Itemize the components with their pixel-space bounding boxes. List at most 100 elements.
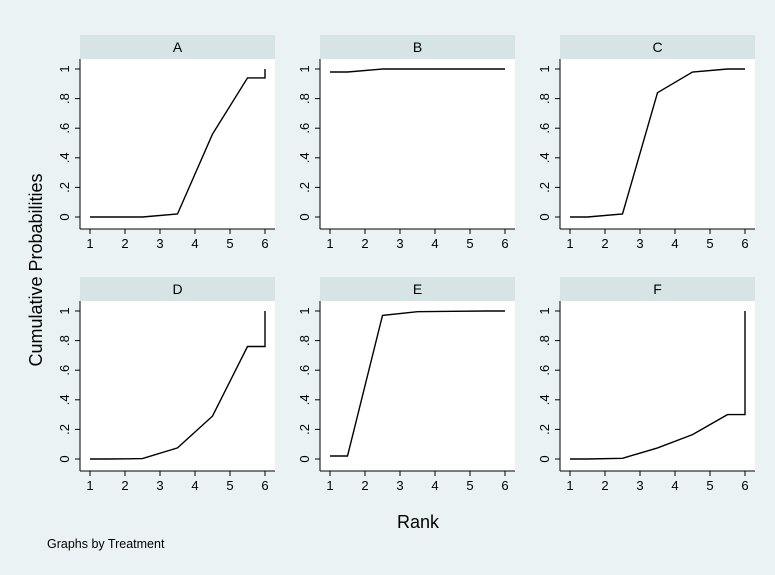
plot-area [80,301,275,471]
x-tick-label: 1 [326,236,333,251]
x-tick-label: 5 [706,478,713,493]
y-tick-label: 1 [297,307,312,314]
x-tick-label: 4 [671,478,678,493]
y-tick-label: 1 [297,65,312,72]
y-tick-label: .4 [57,394,72,405]
y-tick-label: .6 [537,365,552,376]
graphs-by-note: Graphs by Treatment [47,537,165,551]
x-tick-label: 1 [86,236,93,251]
x-tick-label: 2 [361,236,368,251]
panel-e: E 0 .2 .4 .6 .8 1 1 2 3 4 5 6 [297,277,515,493]
plot-area [320,301,515,471]
x-tick-label: 4 [191,236,198,251]
panel-header [80,35,275,59]
panel-f: F 0 .2 .4 .6 .8 1 1 2 3 4 5 6 [537,277,755,493]
y-tick-label: .8 [297,335,312,346]
x-tick-label: 5 [226,478,233,493]
x-tick-label: 4 [431,236,438,251]
x-tick-label: 6 [261,236,268,251]
panel-header [560,35,755,59]
y-tick-label: 1 [537,307,552,314]
y-tick-label: 1 [57,307,72,314]
y-tick-label: .4 [537,394,552,405]
x-tick-label: 5 [706,236,713,251]
series-line-f [570,311,746,460]
y-tick-label: .2 [57,182,72,193]
panel-header [80,277,275,301]
panel-header [320,277,515,301]
x-tick-label: 3 [396,236,403,251]
x-tick-label: 6 [741,478,748,493]
panel-title: F [653,281,662,297]
x-tick-label: 6 [261,478,268,493]
x-tick-label: 1 [86,478,93,493]
x-tick-label: 4 [671,236,678,251]
y-tick-label: .2 [57,424,72,435]
y-tick-label: .2 [537,182,552,193]
panel-title: C [652,39,662,55]
y-tick-label: 0 [297,455,312,462]
y-tick-label: .4 [297,152,312,163]
panel-title: A [173,39,183,55]
x-tick-label: 4 [431,478,438,493]
series-line-e [330,310,505,457]
y-tick-label: .2 [297,182,312,193]
x-tick-label: 2 [121,478,128,493]
x-tick-label: 3 [636,236,643,251]
y-tick-label: .6 [57,123,72,134]
panel-b: B 0 .2 .4 .6 .8 1 1 2 3 4 5 6 [297,35,515,251]
panel-c: C 0 .2 .4 .6 .8 1 1 2 3 4 5 6 [537,35,755,251]
x-tick-label: 3 [156,478,163,493]
series-line-a [90,69,266,218]
x-tick-label: 6 [501,478,508,493]
y-tick-label: .6 [57,365,72,376]
x-tick-label: 2 [121,236,128,251]
y-tick-label: .4 [297,394,312,405]
y-tick-label: 0 [57,213,72,220]
x-tick-label: 3 [636,478,643,493]
x-tick-label: 6 [741,236,748,251]
x-tick-label: 3 [396,478,403,493]
y-tick-label: 0 [297,213,312,220]
panel-header [560,277,755,301]
series-line-b [330,68,505,73]
x-tick-label: 5 [226,236,233,251]
x-tick-label: 2 [361,478,368,493]
y-tick-label: .8 [537,93,552,104]
plot-area [80,59,275,229]
y-tick-label: .8 [297,93,312,104]
y-axis-label: Cumulative Probabilities [26,173,46,366]
x-axis-label: Rank [397,512,440,532]
y-tick-label: .6 [297,365,312,376]
x-tick-label: 1 [326,478,333,493]
panels: A 0 .2 .4 .6 .8 1 1 2 3 4 5 6 B 0 .2 .4 .6 .8 1 1 2 3 4 5 6 C 0 .2 .4… [57,35,755,493]
x-tick-label: 5 [466,236,473,251]
y-tick-label: .8 [57,335,72,346]
y-tick-label: .6 [297,123,312,134]
y-tick-label: .4 [537,152,552,163]
series-line-d [90,311,266,460]
y-tick-label: .8 [57,93,72,104]
x-tick-label: 1 [566,478,573,493]
y-tick-label: 1 [537,65,552,72]
panel-title: E [413,281,422,297]
panel-header [320,35,515,59]
x-tick-label: 2 [601,478,608,493]
plot-area [320,59,515,229]
panel-title: D [172,281,182,297]
series-line-c [570,68,745,218]
y-tick-label: .2 [537,424,552,435]
x-tick-label: 2 [601,236,608,251]
y-tick-label: 1 [57,65,72,72]
y-tick-label: 0 [537,455,552,462]
panel-a: A 0 .2 .4 .6 .8 1 1 2 3 4 5 6 [57,35,275,251]
plot-area [560,301,755,471]
x-tick-label: 3 [156,236,163,251]
x-tick-label: 1 [566,236,573,251]
y-tick-label: .2 [297,424,312,435]
plot-area [560,59,755,229]
y-tick-label: 0 [537,213,552,220]
y-tick-label: .4 [57,152,72,163]
